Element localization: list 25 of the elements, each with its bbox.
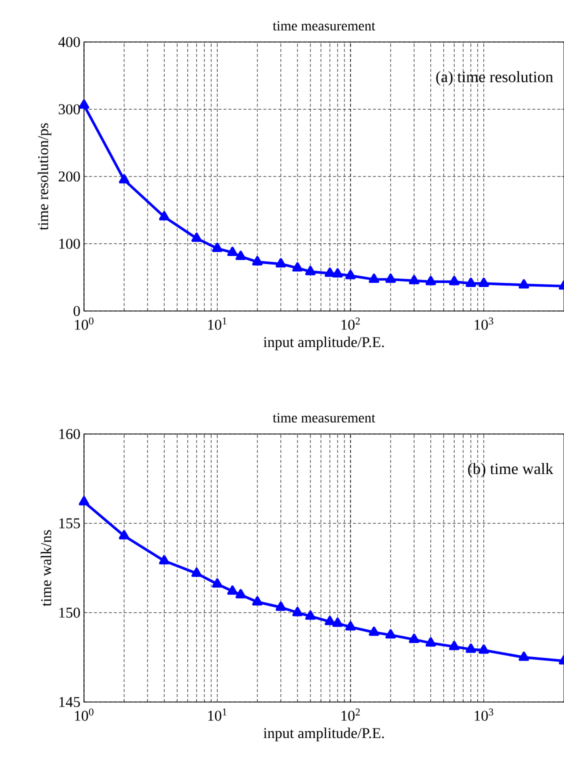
x-tick-label: 10$^{0}$ [74, 708, 94, 721]
x-tick-label: 10$^{1}$ [208, 708, 226, 721]
chart-title: time measurement [272, 21, 376, 30]
y-tick-label: 155 [59, 518, 80, 528]
y-tick-label: 400 [58, 36, 80, 48]
x-tick-label: 10$^{2}$ [341, 708, 360, 721]
y-tick-label: 200 [58, 171, 80, 182]
x-tick-label: 10$^{2}$ [341, 318, 360, 330]
x-tick-label: 10$^{3}$ [474, 318, 494, 330]
annotation: (a) time resolution [436, 71, 554, 86]
annotation: (b) time walk [468, 462, 554, 478]
y-axis-title: time resolution/ps [38, 123, 52, 230]
y-axis-title: time walk/ns [40, 530, 52, 606]
x-axis-title: input amplitude/P.E. [264, 728, 384, 742]
x-tick-label: 10$^{0}$ [74, 318, 94, 330]
y-tick-label: 0 [74, 306, 80, 316]
chart-title: time measurement [272, 413, 376, 423]
y-tick-label: 300 [58, 104, 80, 114]
y-tick-label: 150 [59, 608, 80, 618]
x-tick-label: 10$^{1}$ [208, 318, 226, 330]
y-tick-label: 145 [59, 697, 80, 707]
x-axis-title: input amplitude/P.E. [264, 336, 384, 350]
y-tick-label: 100 [59, 238, 80, 249]
x-tick-label: 10$^{3}$ [474, 708, 494, 721]
y-tick-label: 160 [59, 428, 80, 440]
